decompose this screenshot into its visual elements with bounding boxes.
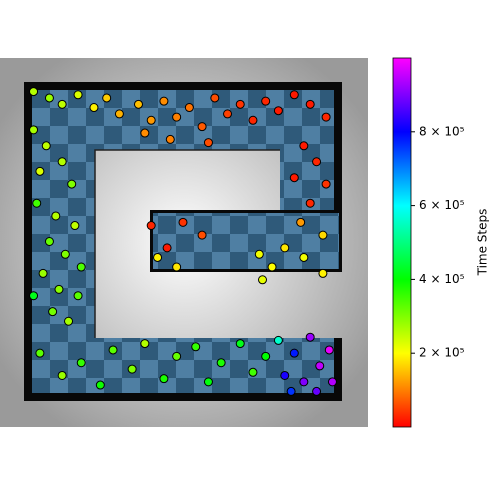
point <box>286 386 296 396</box>
point <box>108 345 118 355</box>
point <box>60 249 70 259</box>
point <box>172 351 182 361</box>
point <box>29 291 39 301</box>
colorbar-tick-label: 8 × 10⁵ <box>419 124 465 138</box>
point <box>57 157 67 167</box>
point <box>172 112 182 122</box>
point <box>248 115 258 125</box>
maze-opening <box>334 272 368 338</box>
colorbar-tick-label: 6 × 10⁵ <box>419 198 465 212</box>
colorbar-tick-label: 4 × 10⁵ <box>419 272 465 286</box>
point <box>48 307 58 317</box>
point <box>89 103 99 113</box>
point <box>267 262 277 272</box>
point <box>191 342 201 352</box>
point <box>318 268 328 278</box>
point <box>140 339 150 349</box>
point <box>146 115 156 125</box>
point <box>235 339 245 349</box>
point <box>254 249 264 259</box>
colorbar <box>392 57 412 428</box>
point <box>223 109 233 119</box>
point <box>73 90 83 100</box>
point <box>76 358 86 368</box>
point <box>235 99 245 109</box>
points <box>29 87 337 396</box>
point <box>261 351 271 361</box>
point <box>70 221 80 231</box>
point <box>299 141 309 151</box>
point <box>203 377 213 387</box>
point <box>57 370 67 380</box>
maze-gap <box>95 150 368 338</box>
point <box>153 252 163 262</box>
point <box>184 103 194 113</box>
point <box>305 332 315 342</box>
point <box>289 348 299 358</box>
point <box>172 262 182 272</box>
point <box>38 268 48 278</box>
point <box>299 252 309 262</box>
point <box>29 125 39 135</box>
point <box>273 106 283 116</box>
point <box>162 243 172 253</box>
point <box>29 87 39 97</box>
point <box>32 198 42 208</box>
point <box>261 96 271 106</box>
point <box>197 230 207 240</box>
point <box>305 198 315 208</box>
point <box>203 138 213 148</box>
point <box>76 262 86 272</box>
maze-edge <box>94 149 280 338</box>
point <box>44 237 54 246</box>
point <box>159 374 169 384</box>
point <box>321 179 331 189</box>
colorbar-label: Time Steps <box>476 209 490 277</box>
point <box>73 291 83 301</box>
point <box>312 386 322 396</box>
point <box>327 377 337 387</box>
point <box>280 370 290 380</box>
point <box>178 217 188 227</box>
point <box>273 335 283 345</box>
point <box>133 99 143 109</box>
point <box>318 230 328 240</box>
point <box>197 122 207 132</box>
point <box>165 134 175 144</box>
point <box>299 377 309 387</box>
point <box>305 99 315 109</box>
point <box>51 211 61 221</box>
point <box>127 364 137 374</box>
point <box>35 166 45 176</box>
colorbar-tick-label: 2 × 10⁵ <box>419 346 465 360</box>
point <box>315 361 325 371</box>
point <box>140 128 150 138</box>
point <box>57 99 67 109</box>
point <box>210 93 220 103</box>
point <box>248 367 258 377</box>
point <box>289 173 299 183</box>
point <box>296 217 306 227</box>
point <box>64 316 74 326</box>
point <box>67 179 77 189</box>
point <box>321 112 331 122</box>
point <box>289 90 299 100</box>
point <box>114 109 124 119</box>
point <box>312 157 322 167</box>
point <box>54 284 64 294</box>
point <box>280 243 290 253</box>
point <box>159 96 169 106</box>
point <box>146 221 156 231</box>
point <box>44 93 54 103</box>
point <box>258 275 267 285</box>
point <box>35 348 45 358</box>
point <box>324 345 334 355</box>
point <box>95 380 105 390</box>
point <box>102 93 112 103</box>
point <box>41 141 51 151</box>
point <box>216 358 226 368</box>
